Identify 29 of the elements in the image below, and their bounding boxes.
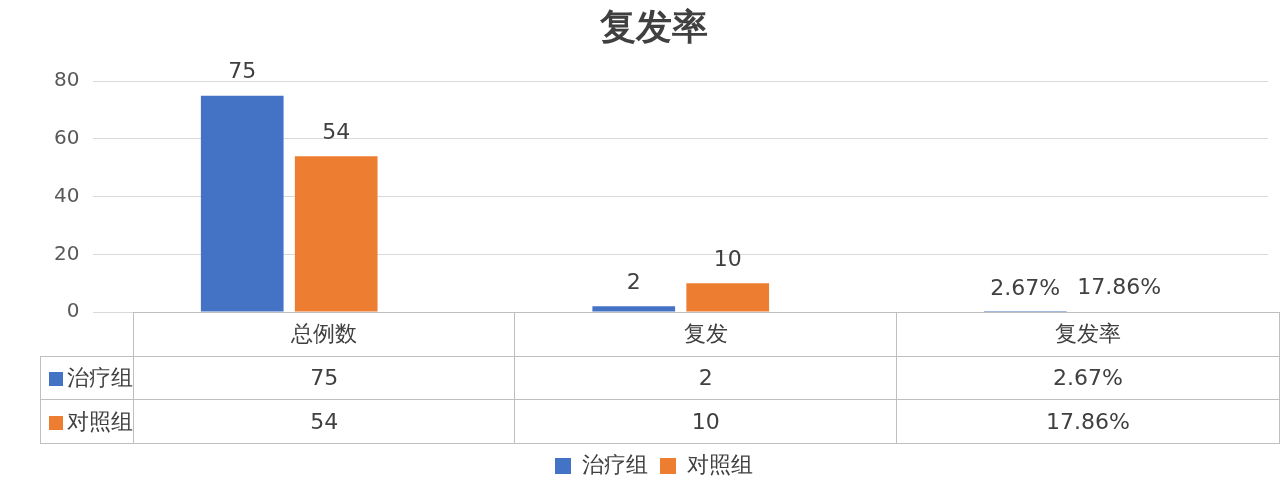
y-tick-label: 0 (66, 298, 80, 323)
text: 2 (626, 268, 641, 294)
x-tick-label: 复发率 (896, 312, 1280, 357)
data-label: 17.86% (896, 399, 1280, 444)
bar (294, 156, 378, 312)
x-tick-label: 总例数 (133, 312, 515, 357)
bar (686, 283, 770, 312)
data-label: 2 (514, 356, 897, 400)
bar (592, 306, 676, 312)
text: 2.67% (990, 274, 1061, 300)
data-label: 75 (133, 356, 515, 400)
text: 17.86% (1077, 274, 1162, 300)
y-tick-label: 20 (54, 240, 80, 265)
text: 治疗组 (582, 451, 648, 477)
chart-title: 复发率 (599, 5, 708, 47)
text: 54 (322, 118, 351, 144)
y-tick-label: 60 (54, 125, 80, 150)
text: 对照组 (67, 408, 133, 434)
text: 10 (713, 245, 742, 271)
legend-label: 治疗组 (40, 356, 134, 400)
y-tick-label: 80 (54, 67, 80, 92)
text: 75 (228, 58, 257, 84)
data-label: 2.67% (896, 356, 1280, 400)
x-tick-label: 复发 (514, 312, 897, 357)
y-tick-label: 40 (54, 182, 80, 207)
data-label: 54 (133, 399, 515, 444)
data-label: 10 (514, 399, 897, 444)
legend-label: 对照组 (687, 451, 753, 477)
bar (200, 95, 284, 312)
